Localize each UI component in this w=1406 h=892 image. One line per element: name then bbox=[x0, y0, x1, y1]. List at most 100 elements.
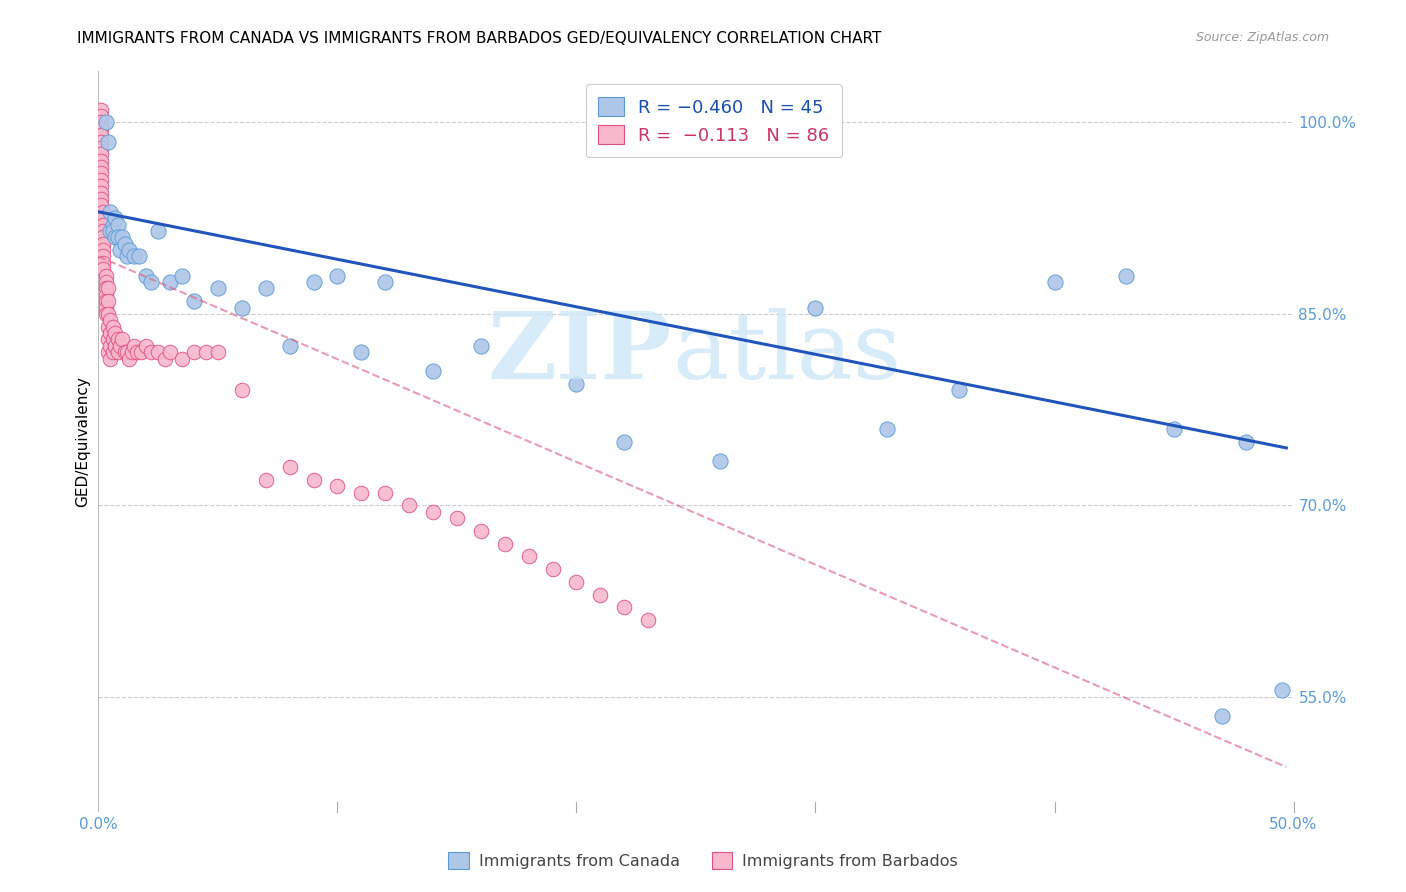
Point bbox=[98, 339, 122, 353]
Point bbox=[91, 211, 114, 226]
Point bbox=[565, 574, 588, 589]
Point bbox=[350, 485, 373, 500]
Point bbox=[90, 109, 112, 123]
Point bbox=[231, 384, 253, 398]
Point bbox=[114, 236, 136, 251]
Point bbox=[115, 250, 138, 264]
Text: Source: ZipAtlas.com: Source: ZipAtlas.com bbox=[1195, 31, 1329, 45]
Point bbox=[108, 339, 131, 353]
Point bbox=[876, 422, 898, 436]
Point bbox=[183, 345, 205, 359]
Point bbox=[107, 345, 129, 359]
Point bbox=[90, 141, 112, 155]
Point bbox=[804, 301, 827, 315]
Point bbox=[159, 275, 181, 289]
Point bbox=[131, 345, 153, 359]
Point bbox=[948, 384, 970, 398]
Point bbox=[90, 166, 112, 180]
Point bbox=[94, 281, 117, 295]
Point bbox=[91, 204, 114, 219]
Point bbox=[98, 326, 122, 340]
Point bbox=[90, 173, 112, 187]
Point bbox=[104, 211, 127, 226]
Point bbox=[101, 319, 124, 334]
Point bbox=[114, 345, 136, 359]
Point bbox=[90, 179, 112, 194]
Point bbox=[107, 333, 129, 347]
Point bbox=[1271, 683, 1294, 698]
Point bbox=[90, 147, 112, 161]
Point bbox=[94, 301, 117, 315]
Point bbox=[91, 218, 114, 232]
Point bbox=[589, 588, 612, 602]
Point bbox=[326, 268, 349, 283]
Point bbox=[124, 250, 146, 264]
Point bbox=[97, 294, 120, 309]
Point bbox=[111, 230, 134, 244]
Point bbox=[278, 339, 301, 353]
Point bbox=[118, 351, 141, 366]
Point bbox=[91, 236, 114, 251]
Point bbox=[91, 224, 114, 238]
Point bbox=[104, 339, 127, 353]
Point bbox=[101, 218, 124, 232]
Point bbox=[541, 562, 564, 576]
Point bbox=[422, 364, 444, 378]
Point bbox=[374, 275, 396, 289]
Point bbox=[374, 485, 396, 500]
Point bbox=[91, 230, 114, 244]
Point bbox=[326, 479, 349, 493]
Point bbox=[148, 224, 170, 238]
Point bbox=[107, 230, 129, 244]
Point bbox=[207, 345, 229, 359]
Point bbox=[254, 473, 277, 487]
Text: atlas: atlas bbox=[672, 308, 901, 398]
Point bbox=[637, 613, 659, 627]
Point bbox=[125, 345, 148, 359]
Point bbox=[172, 351, 194, 366]
Point bbox=[398, 499, 420, 513]
Point bbox=[104, 230, 127, 244]
Point bbox=[139, 275, 162, 289]
Point bbox=[254, 281, 277, 295]
Point bbox=[97, 333, 120, 347]
Point bbox=[148, 345, 170, 359]
Point bbox=[709, 453, 731, 467]
Point bbox=[97, 345, 120, 359]
Point bbox=[1163, 422, 1185, 436]
Point bbox=[101, 333, 124, 347]
Point bbox=[94, 115, 117, 129]
Point bbox=[470, 339, 492, 353]
Point bbox=[94, 307, 117, 321]
Point bbox=[183, 294, 205, 309]
Point bbox=[98, 313, 122, 327]
Y-axis label: GED/Equivalency: GED/Equivalency bbox=[75, 376, 90, 507]
Point bbox=[90, 153, 112, 168]
Point bbox=[135, 339, 157, 353]
Point bbox=[97, 319, 120, 334]
Point bbox=[422, 505, 444, 519]
Point bbox=[111, 333, 134, 347]
Point bbox=[97, 281, 120, 295]
Point bbox=[94, 275, 117, 289]
Point bbox=[107, 218, 129, 232]
Point bbox=[155, 351, 177, 366]
Point bbox=[278, 460, 301, 475]
Point bbox=[350, 345, 373, 359]
Point bbox=[159, 345, 181, 359]
Point bbox=[124, 339, 146, 353]
Point bbox=[90, 186, 112, 200]
Point bbox=[470, 524, 492, 538]
Point bbox=[1211, 709, 1233, 723]
Point bbox=[128, 250, 150, 264]
Point bbox=[98, 224, 122, 238]
Legend: R = −0.460   N = 45, R =  −0.113   N = 86: R = −0.460 N = 45, R = −0.113 N = 86 bbox=[586, 84, 842, 157]
Point bbox=[446, 511, 468, 525]
Point bbox=[517, 549, 540, 564]
Point bbox=[91, 243, 114, 257]
Point bbox=[101, 345, 124, 359]
Point bbox=[97, 307, 120, 321]
Point bbox=[97, 135, 120, 149]
Point bbox=[115, 345, 138, 359]
Point bbox=[135, 268, 157, 283]
